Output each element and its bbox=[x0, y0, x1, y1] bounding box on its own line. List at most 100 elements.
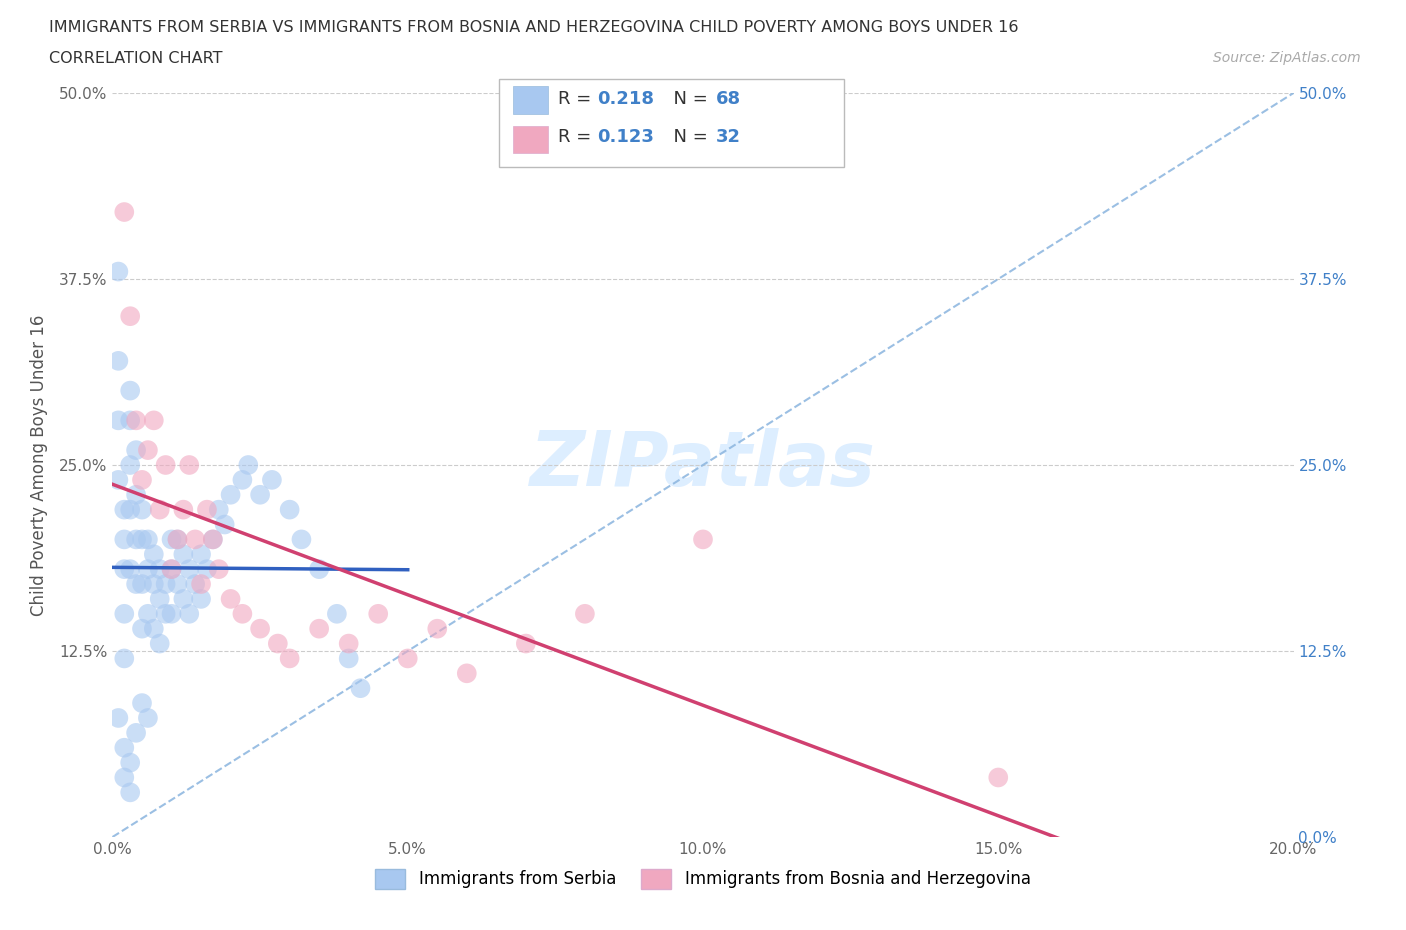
Point bbox=[160, 606, 183, 621]
Point bbox=[260, 472, 283, 487]
Point bbox=[142, 413, 165, 428]
Point bbox=[308, 562, 330, 577]
Text: R =: R = bbox=[558, 90, 598, 108]
Point bbox=[190, 577, 212, 591]
Point bbox=[160, 532, 183, 547]
Point bbox=[112, 740, 135, 755]
Point bbox=[125, 725, 148, 740]
Text: N =: N = bbox=[662, 90, 714, 108]
Point bbox=[112, 562, 135, 577]
Point bbox=[208, 562, 231, 577]
Point bbox=[149, 562, 172, 577]
Point bbox=[107, 711, 129, 725]
Point bbox=[987, 770, 1010, 785]
Point bbox=[149, 591, 172, 606]
Point bbox=[179, 562, 201, 577]
Point bbox=[349, 681, 371, 696]
Point bbox=[179, 606, 201, 621]
Point bbox=[120, 755, 142, 770]
Point bbox=[214, 517, 236, 532]
Point bbox=[120, 785, 142, 800]
Point bbox=[231, 606, 253, 621]
Point bbox=[112, 651, 135, 666]
Point bbox=[112, 532, 135, 547]
Point bbox=[172, 547, 194, 562]
Point bbox=[125, 532, 148, 547]
Point bbox=[219, 591, 242, 606]
Point bbox=[155, 458, 177, 472]
Point bbox=[195, 562, 218, 577]
Point bbox=[337, 651, 360, 666]
Point bbox=[131, 532, 153, 547]
Point bbox=[142, 577, 165, 591]
Point bbox=[107, 264, 129, 279]
Point bbox=[290, 532, 312, 547]
Point bbox=[190, 591, 212, 606]
Point bbox=[136, 443, 159, 458]
Point bbox=[112, 502, 135, 517]
Point bbox=[149, 636, 172, 651]
Point bbox=[219, 487, 242, 502]
Point bbox=[184, 577, 207, 591]
Point bbox=[337, 636, 360, 651]
Point bbox=[107, 353, 129, 368]
Point bbox=[308, 621, 330, 636]
Point bbox=[278, 502, 301, 517]
Point bbox=[107, 472, 129, 487]
Point bbox=[149, 502, 172, 517]
Point bbox=[120, 413, 142, 428]
Point bbox=[142, 621, 165, 636]
Point bbox=[136, 532, 159, 547]
Point bbox=[125, 487, 148, 502]
Point bbox=[120, 562, 142, 577]
Text: 0.123: 0.123 bbox=[598, 128, 654, 146]
Point bbox=[131, 696, 153, 711]
Point bbox=[136, 562, 159, 577]
Text: N =: N = bbox=[662, 128, 714, 146]
Point bbox=[131, 621, 153, 636]
Text: 0.218: 0.218 bbox=[598, 90, 655, 108]
Point bbox=[125, 413, 148, 428]
Point bbox=[112, 770, 135, 785]
Point bbox=[155, 606, 177, 621]
Point bbox=[692, 532, 714, 547]
Point bbox=[166, 532, 188, 547]
Point bbox=[195, 502, 218, 517]
Point bbox=[231, 472, 253, 487]
Point bbox=[208, 502, 231, 517]
Point bbox=[131, 577, 153, 591]
Point bbox=[120, 309, 142, 324]
Point bbox=[172, 591, 194, 606]
Text: IMMIGRANTS FROM SERBIA VS IMMIGRANTS FROM BOSNIA AND HERZEGOVINA CHILD POVERTY A: IMMIGRANTS FROM SERBIA VS IMMIGRANTS FRO… bbox=[49, 20, 1019, 35]
Point bbox=[515, 636, 537, 651]
Point bbox=[426, 621, 449, 636]
Legend: Immigrants from Serbia, Immigrants from Bosnia and Herzegovina: Immigrants from Serbia, Immigrants from … bbox=[368, 862, 1038, 896]
Text: 32: 32 bbox=[716, 128, 741, 146]
Point bbox=[107, 413, 129, 428]
Point bbox=[278, 651, 301, 666]
Point bbox=[166, 577, 188, 591]
Point bbox=[396, 651, 419, 666]
Point bbox=[160, 562, 183, 577]
Point bbox=[112, 205, 135, 219]
Text: R =: R = bbox=[558, 128, 598, 146]
Point bbox=[574, 606, 596, 621]
Point bbox=[201, 532, 224, 547]
Text: ZIPatlas: ZIPatlas bbox=[530, 428, 876, 502]
Point bbox=[120, 502, 142, 517]
Point bbox=[172, 502, 194, 517]
Point bbox=[120, 383, 142, 398]
Point bbox=[155, 577, 177, 591]
Point bbox=[249, 621, 271, 636]
Point bbox=[120, 458, 142, 472]
Point bbox=[190, 547, 212, 562]
Point bbox=[131, 502, 153, 517]
Point bbox=[267, 636, 290, 651]
Point bbox=[125, 443, 148, 458]
Point bbox=[326, 606, 349, 621]
Point bbox=[112, 606, 135, 621]
Text: CORRELATION CHART: CORRELATION CHART bbox=[49, 51, 222, 66]
Point bbox=[184, 532, 207, 547]
Point bbox=[131, 472, 153, 487]
Y-axis label: Child Poverty Among Boys Under 16: Child Poverty Among Boys Under 16 bbox=[30, 314, 48, 616]
